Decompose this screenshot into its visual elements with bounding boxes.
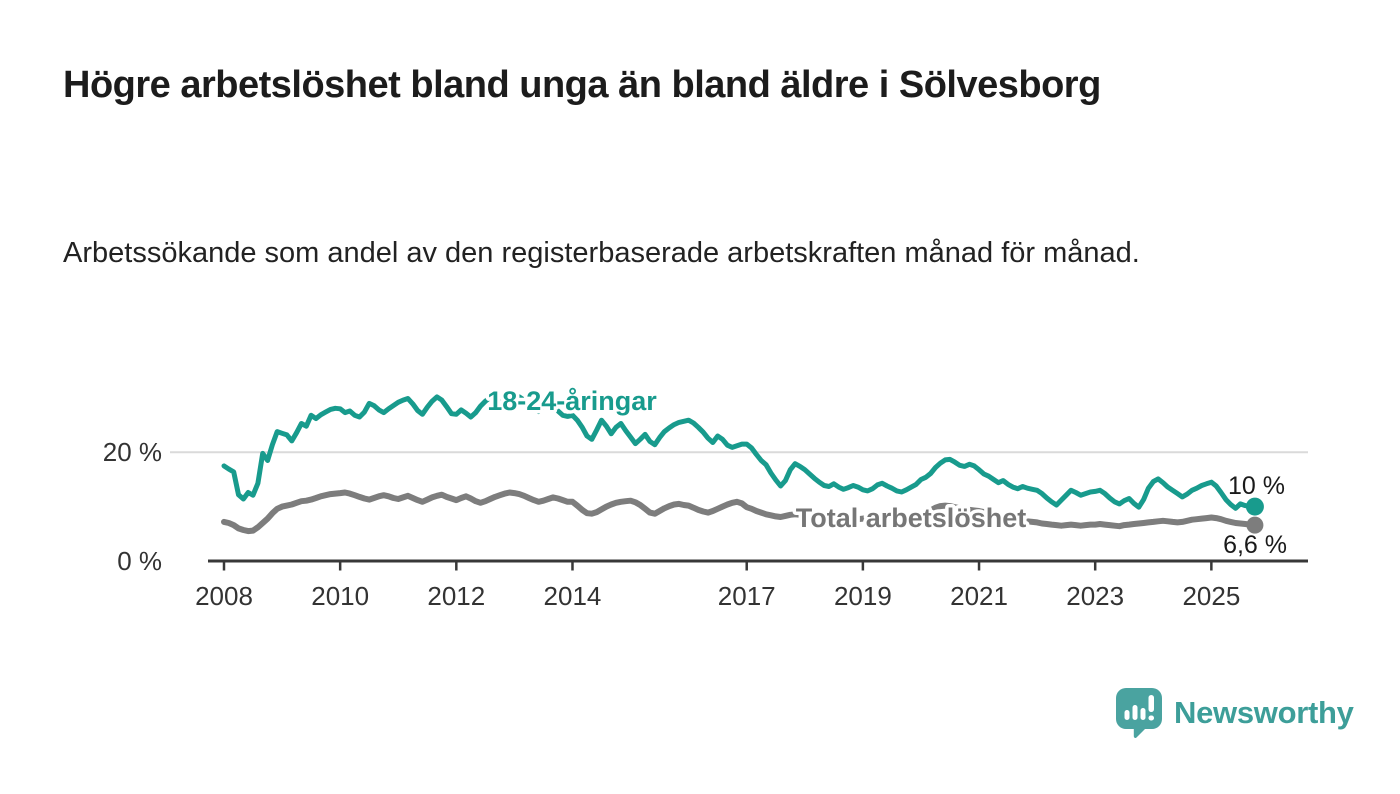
youth-end-value-label: 10 % (1228, 472, 1285, 500)
youth-series-label: 18-24-åringar (487, 386, 657, 416)
x-axis-tick-label: 2025 (1182, 581, 1240, 611)
x-axis-tick-label: 2019 (834, 581, 892, 611)
x-axis-tick-label: 2008 (195, 581, 253, 611)
newsworthy-wordmark: Newsworthy (1174, 695, 1354, 730)
youth-end-dot (1245, 497, 1264, 516)
x-axis-tick-label: 2017 (718, 581, 776, 611)
x-axis-tick-label: 2014 (544, 581, 602, 611)
newsworthy-logo: Newsworthy (1116, 688, 1354, 738)
y-axis-label-0: 0 % (117, 546, 162, 576)
x-axis-tick-label: 2010 (311, 581, 369, 611)
x-axis-tick-label: 2021 (950, 581, 1008, 611)
x-axis-ticks (222, 561, 1213, 571)
x-axis-tick-label: 2012 (427, 581, 485, 611)
x-axis-tick-label: 2023 (1066, 581, 1124, 611)
page-title: Högre arbetslöshet bland unga än bland ä… (63, 64, 1101, 106)
newsworthy-logo-icon (1116, 688, 1162, 738)
total-end-value-label: 6,6 % (1223, 531, 1287, 559)
page-subtitle: Arbetssökande som andel av den registerb… (63, 237, 1140, 269)
total-unemployment-line (221, 489, 1258, 535)
y-axis-label-20: 20 % (103, 437, 162, 467)
total-series-label: Total arbetslöshet (796, 503, 1027, 533)
x-axis-tick-labels: 2008 2010 2012 2014 2017 2019 2021 2023 2025 (195, 581, 1240, 611)
total-end-dot (1246, 516, 1264, 534)
youth-unemployment-line (221, 394, 1258, 511)
